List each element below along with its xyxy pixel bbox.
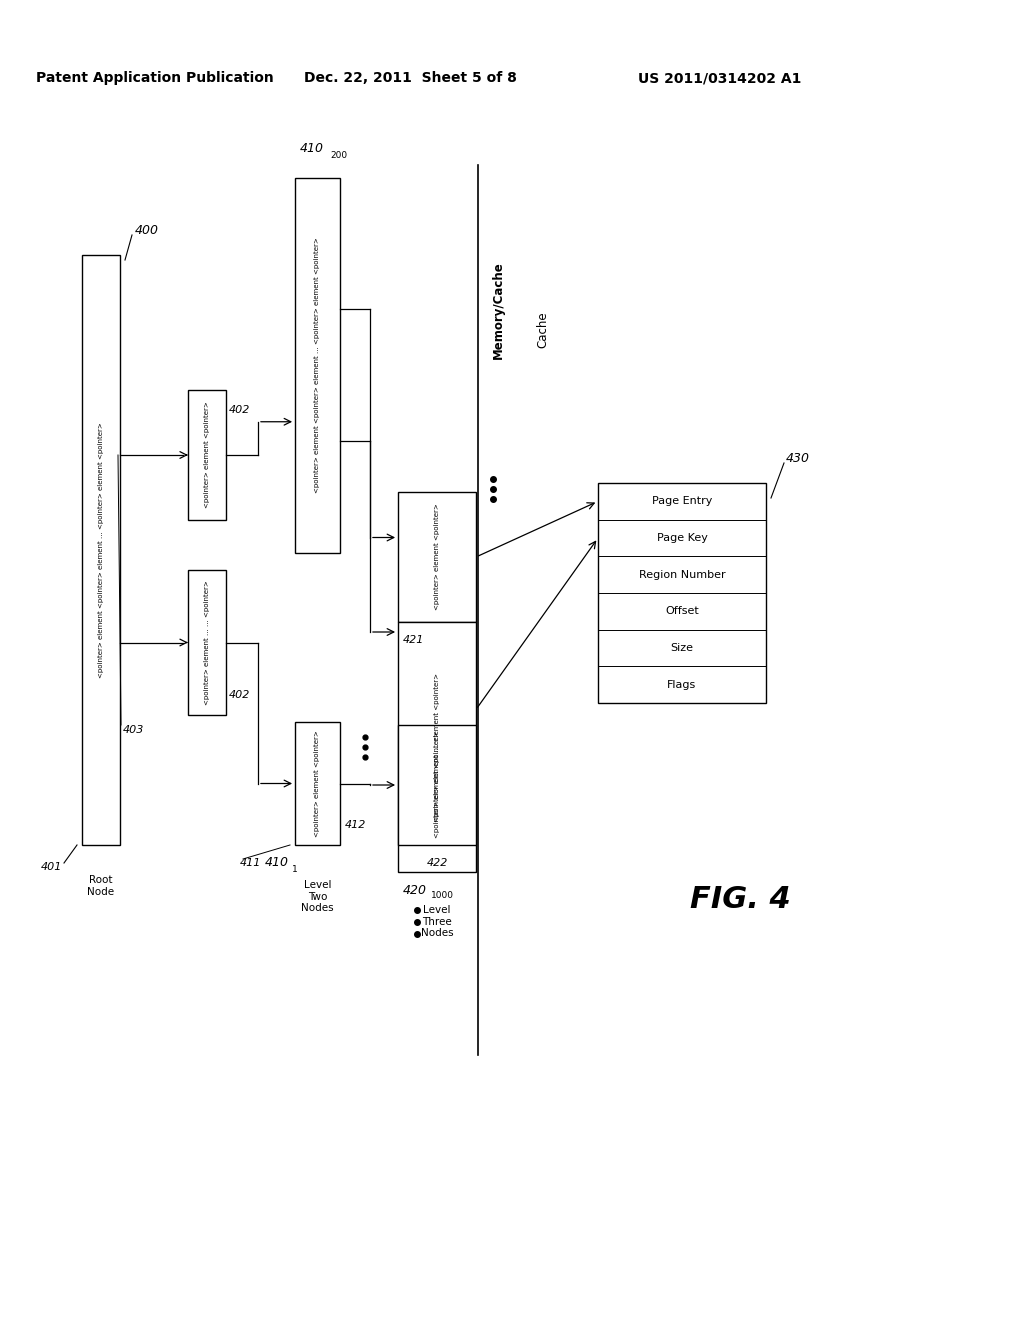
Text: 420: 420 — [403, 883, 427, 896]
Text: Memory/Cache: Memory/Cache — [492, 261, 505, 359]
Text: <pointer> element <pointer>: <pointer> element <pointer> — [204, 401, 210, 508]
Text: Size: Size — [671, 643, 693, 653]
Text: <pointer> element <pointer> element ... <pointer> element <pointer>: <pointer> element <pointer> element ... … — [98, 422, 104, 678]
Text: 401: 401 — [41, 862, 62, 873]
Text: Level
Two
Nodes: Level Two Nodes — [301, 880, 334, 913]
Bar — [82, 255, 120, 845]
Text: 421: 421 — [402, 635, 424, 645]
Bar — [398, 492, 476, 622]
Text: Page Entry: Page Entry — [652, 496, 712, 507]
Text: 402: 402 — [229, 690, 251, 700]
Text: Root
Node: Root Node — [87, 875, 115, 896]
Text: Dec. 22, 2011  Sheet 5 of 8: Dec. 22, 2011 Sheet 5 of 8 — [303, 71, 516, 84]
Text: <pointer> element <pointer>: <pointer> element <pointer> — [314, 730, 321, 837]
Text: Flags: Flags — [668, 680, 696, 689]
Bar — [188, 389, 226, 520]
Text: 200: 200 — [330, 152, 347, 161]
Text: <pointer> element <pointer> element ... <pointer> element <pointer>: <pointer> element <pointer> element ... … — [314, 238, 321, 494]
Text: Page Key: Page Key — [656, 533, 708, 543]
Text: <pointer> element ... ... <pointer>: <pointer> element ... ... <pointer> — [204, 579, 210, 705]
Bar — [295, 722, 340, 845]
Bar — [188, 570, 226, 715]
Bar — [398, 622, 476, 873]
Text: Region Number: Region Number — [639, 570, 725, 579]
Text: 1: 1 — [292, 865, 298, 874]
Text: 410: 410 — [300, 141, 324, 154]
Text: <pointer> element .... element <pointer>: <pointer> element .... element <pointer> — [434, 672, 440, 821]
Text: 411: 411 — [240, 858, 261, 869]
Text: 430: 430 — [786, 451, 810, 465]
Text: Level
Three
Nodes: Level Three Nodes — [421, 906, 454, 939]
Text: 400: 400 — [135, 223, 159, 236]
Text: 412: 412 — [345, 820, 367, 830]
Text: FIG. 4: FIG. 4 — [689, 886, 791, 915]
Bar — [398, 725, 476, 845]
Bar — [598, 483, 766, 704]
Text: 403: 403 — [123, 725, 144, 735]
Text: Patent Application Publication: Patent Application Publication — [36, 71, 273, 84]
Text: <pointer> element <pointer>: <pointer> element <pointer> — [434, 504, 440, 610]
Text: 1000: 1000 — [431, 891, 454, 900]
Text: <pointer> element <pointer>: <pointer> element <pointer> — [434, 731, 440, 838]
Text: Offset: Offset — [666, 606, 698, 616]
Text: 402: 402 — [229, 405, 251, 414]
Bar — [295, 178, 340, 553]
Text: 422: 422 — [426, 858, 447, 869]
Text: Cache: Cache — [537, 312, 550, 348]
Text: 410: 410 — [265, 857, 289, 870]
Text: US 2011/0314202 A1: US 2011/0314202 A1 — [638, 71, 802, 84]
